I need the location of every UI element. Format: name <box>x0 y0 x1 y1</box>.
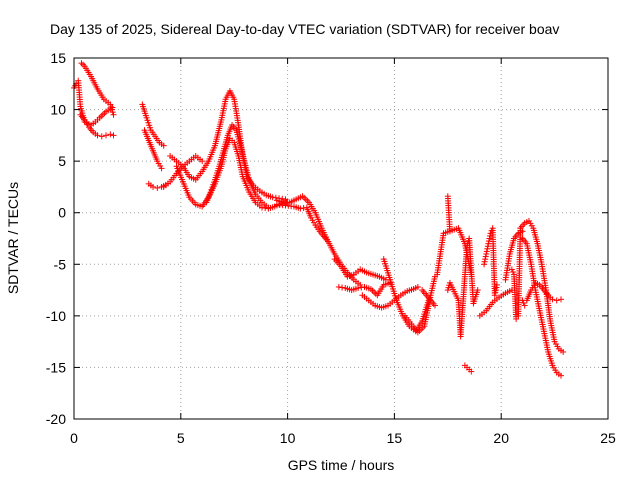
data-point <box>558 372 565 379</box>
data-points <box>71 60 567 379</box>
x-tick-labels: 0 5 10 15 20 25 <box>70 430 616 446</box>
data-point <box>482 256 489 263</box>
data-point <box>519 297 526 304</box>
plot-frame <box>73 57 609 420</box>
x-tick-label: 25 <box>600 430 616 446</box>
data-point <box>358 284 365 291</box>
data-point <box>98 133 105 140</box>
data-point <box>486 235 493 242</box>
data-point <box>446 228 453 235</box>
data-point <box>279 195 286 202</box>
data-point <box>103 132 110 139</box>
data-point <box>109 109 116 116</box>
data-point <box>482 253 489 260</box>
x-tick-label: 5 <box>177 430 185 446</box>
data-point <box>484 243 491 250</box>
data-point <box>492 289 499 296</box>
y-tick-label: -15 <box>46 359 66 375</box>
data-point <box>300 205 307 212</box>
y-axis-title: SDTVAR / TECUs <box>5 182 21 294</box>
x-tick-label: 20 <box>493 430 509 446</box>
data-point <box>154 184 161 191</box>
x-axis-title: GPS time / hours <box>288 457 395 473</box>
data-point <box>520 299 527 306</box>
data-point <box>483 248 490 255</box>
data-point <box>431 302 438 309</box>
data-point <box>492 287 499 294</box>
data-point <box>265 204 272 211</box>
data-point <box>486 232 493 239</box>
data-point <box>339 284 346 291</box>
data-point <box>558 296 565 303</box>
y-tick-labels: 15 10 5 0 -5 -10 -15 -20 <box>46 50 66 427</box>
data-point <box>560 348 567 355</box>
data-point <box>481 261 488 268</box>
data-point <box>110 111 117 118</box>
data-point <box>325 238 332 245</box>
x-tick-label: 15 <box>387 430 403 446</box>
data-point <box>355 285 362 292</box>
data-point <box>108 106 115 113</box>
data-point <box>484 245 491 252</box>
data-point <box>485 238 492 245</box>
data-point <box>107 131 114 138</box>
x-tick-label: 0 <box>70 430 78 446</box>
data-point <box>468 368 475 375</box>
data-point <box>493 284 500 291</box>
data-point <box>521 302 528 309</box>
y-tick-label: 15 <box>50 50 66 66</box>
data-point <box>414 283 421 290</box>
data-point <box>110 132 117 139</box>
data-point <box>150 183 157 190</box>
y-tick-label: 5 <box>58 153 66 169</box>
y-tick-label: -10 <box>46 308 66 324</box>
data-point <box>519 228 526 235</box>
data-point <box>481 258 488 265</box>
axis-ticks <box>73 57 609 420</box>
data-point <box>357 281 364 288</box>
data-point <box>94 132 101 139</box>
data-point <box>272 194 279 201</box>
data-point <box>160 142 167 149</box>
data-point <box>297 205 304 212</box>
data-point <box>549 296 556 303</box>
data-point <box>513 315 520 322</box>
data-point <box>258 204 265 211</box>
data-point <box>269 194 276 201</box>
y-tick-label: -20 <box>46 411 66 427</box>
data-point <box>493 281 500 288</box>
y-tick-label: -5 <box>54 256 67 272</box>
x-tick-label: 10 <box>280 430 296 446</box>
data-point <box>108 103 115 110</box>
data-point <box>468 271 475 278</box>
data-point <box>508 266 515 273</box>
data-point <box>199 158 206 165</box>
grid <box>74 58 608 419</box>
data-point <box>474 287 481 294</box>
chart-title: Day 135 of 2025, Sidereal Day-to-day VTE… <box>50 21 559 37</box>
data-point <box>107 101 114 108</box>
data-point <box>509 269 516 276</box>
data-point <box>158 165 165 172</box>
y-tick-label: 10 <box>50 102 66 118</box>
data-point <box>553 297 560 304</box>
data-point <box>335 283 342 290</box>
data-point <box>282 196 289 203</box>
y-tick-label: 0 <box>58 205 66 221</box>
data-point <box>491 292 498 299</box>
data-point <box>483 250 490 257</box>
